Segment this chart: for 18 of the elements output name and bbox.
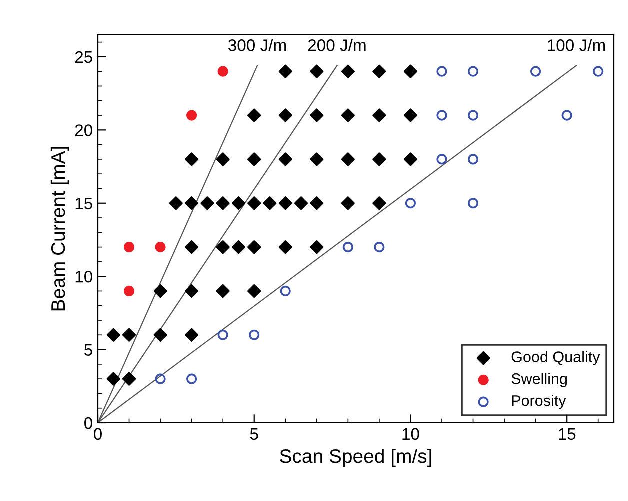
annotation: 300 J/m <box>228 39 286 52</box>
x-tick-label: 0 <box>94 428 102 440</box>
x-axis-title: Scan Speed [m/s] <box>280 448 432 468</box>
y-tick-label: 0 <box>84 417 92 430</box>
legend-label: Swelling <box>512 373 567 388</box>
annotation: 200 J/m <box>308 39 366 52</box>
annotation: 100 J/m <box>548 39 606 52</box>
y-tick-label: 5 <box>84 344 92 356</box>
legend-label: Porosity <box>512 395 566 410</box>
y-tick-label: 25 <box>75 51 92 64</box>
y-axis-title: Beam Current [mA] <box>50 147 70 311</box>
y-tick-label: 20 <box>75 124 92 136</box>
x-tick-label: 10 <box>402 428 420 440</box>
x-tick-label: 5 <box>250 428 258 440</box>
y-tick-label: 10 <box>76 270 92 283</box>
y-tick-label: 15 <box>76 198 92 210</box>
x-tick-label: 15 <box>559 428 576 440</box>
legend-label: Good Quality <box>512 351 600 366</box>
